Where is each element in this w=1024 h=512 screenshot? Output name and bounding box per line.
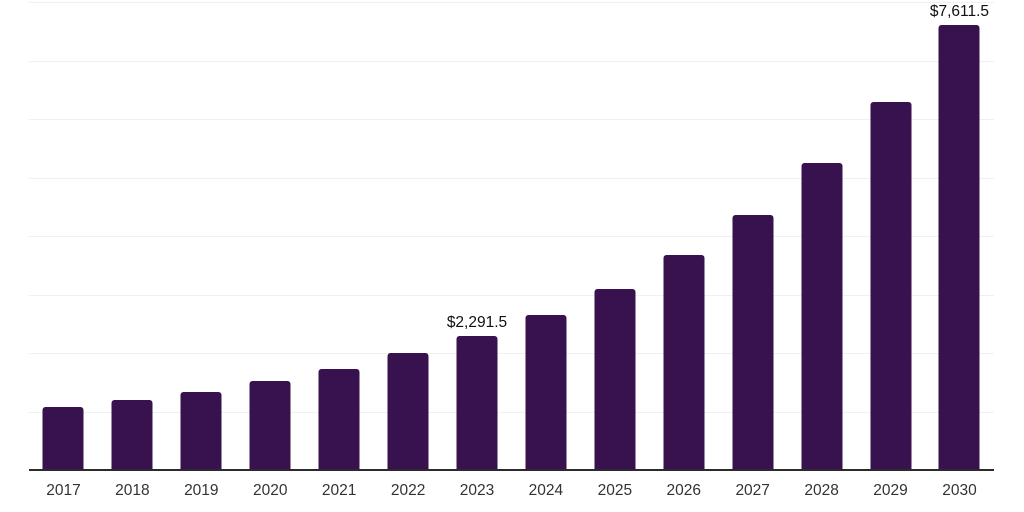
x-tick-2020: 2020 (252, 482, 288, 499)
gridline (29, 294, 994, 296)
bar-slot-2019 (167, 0, 236, 470)
x-tick-2019: 2019 (184, 482, 219, 499)
x-tick-2022: 2022 (390, 482, 426, 499)
bars-container: $2,291.5 $7,611.5 (29, 0, 994, 470)
gridline (29, 353, 994, 354)
bar-slot-2030: $7,611.5 (925, 0, 994, 470)
bar-slot-2029 (856, 0, 925, 470)
x-tick-2028: 2028 (804, 482, 839, 499)
bar-slot-2025 (580, 0, 649, 470)
bar-2029 (870, 102, 912, 470)
gridline (29, 119, 994, 120)
bar-2030 (938, 24, 980, 470)
gridline (29, 236, 994, 237)
bar-2025 (594, 288, 636, 470)
bar-slot-2026 (649, 0, 718, 470)
bar-2020 (249, 380, 291, 470)
bar-2028 (801, 163, 843, 470)
bar-slot-2022 (374, 0, 443, 470)
bar-slot-2028 (787, 0, 856, 470)
bar-slot-2018 (98, 0, 167, 470)
x-tick-2023: 2023 (459, 482, 495, 499)
bar-2024 (525, 315, 567, 470)
bar-2022 (387, 353, 429, 470)
bar-2023 (456, 335, 498, 470)
bar-2026 (663, 255, 705, 470)
gridline (29, 2, 994, 3)
x-tick-2024: 2024 (528, 482, 564, 499)
bar-2019 (180, 392, 222, 470)
bar-slot-2023: $2,291.5 (443, 0, 512, 470)
x-tick-2017: 2017 (46, 482, 81, 499)
x-axis-line (29, 469, 994, 471)
x-tick-2026: 2026 (666, 482, 701, 499)
bar-slot-2027 (718, 0, 787, 470)
bar-slot-2024 (511, 0, 580, 470)
x-axis-tick-labels: 2017 2018 2019 2020 2021 2022 2023 2024 2025 2026… (29, 481, 994, 500)
bar-slot-2021 (305, 0, 374, 470)
gridline (29, 60, 994, 62)
x-tick-2029: 2029 (873, 482, 908, 499)
x-tick-2018: 2018 (115, 482, 150, 499)
bar-slot-2020 (236, 0, 305, 470)
bar-slot-2017 (29, 0, 98, 470)
gridline (29, 411, 994, 413)
bar-2018 (111, 400, 153, 470)
gridline (29, 177, 994, 179)
x-tick-2027: 2027 (735, 482, 770, 499)
x-tick-2030: 2030 (942, 482, 977, 499)
bar-2027 (732, 215, 774, 470)
bar-2017 (42, 407, 84, 470)
bar-2021 (318, 368, 360, 470)
x-tick-2021: 2021 (321, 482, 357, 499)
bar-value-label-2030: $7,611.5 (929, 2, 990, 20)
x-tick-2025: 2025 (597, 482, 633, 499)
bar-value-label-2023: $2,291.5 (446, 313, 508, 331)
plot-area: $2,291.5 $7,611.5 (29, 0, 994, 470)
